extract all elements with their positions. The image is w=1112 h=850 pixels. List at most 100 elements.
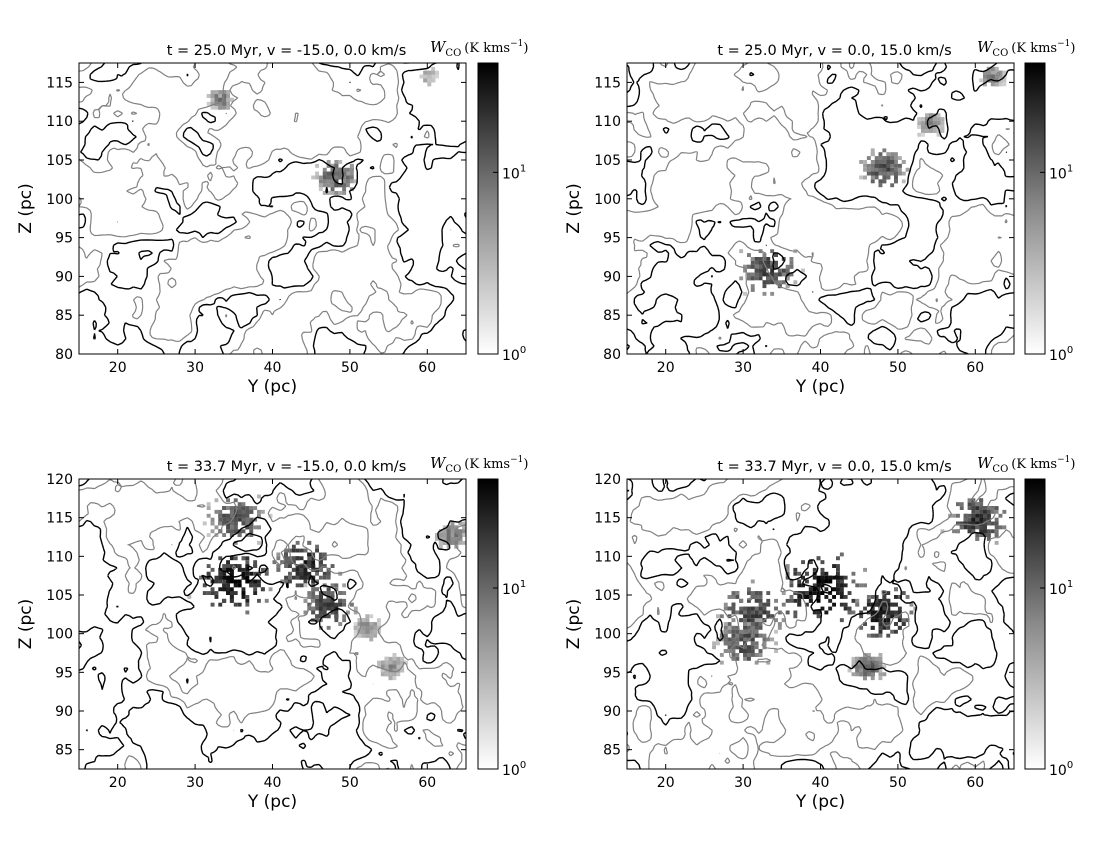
y-tick-label: 115 [46, 511, 73, 527]
emission-pixel [318, 595, 323, 599]
emission-pixel [438, 540, 443, 545]
emission-pixel [812, 567, 817, 572]
emission-pixel [874, 664, 879, 669]
emission-pixel [214, 90, 219, 95]
tick-base: 10 [1049, 166, 1067, 182]
cb-exponent: −1 [1057, 39, 1070, 49]
emission-pixel [979, 513, 984, 518]
contour-gray [627, 63, 1014, 354]
emission-pixel [315, 602, 319, 607]
emission-pixel [878, 629, 883, 634]
y-tick-label: 100 [46, 192, 73, 208]
emission-pixel [754, 660, 759, 665]
emission-pixel [229, 579, 234, 584]
emission-pixel [824, 575, 829, 580]
emission-pixel [855, 583, 860, 588]
emission-pixel [342, 183, 347, 188]
emission-pixel [462, 533, 466, 537]
emission-pixel [890, 602, 895, 607]
emission-pixel [743, 637, 747, 642]
emission-pixel [770, 260, 775, 265]
emission-pixel [392, 668, 397, 673]
emission-pixel [932, 117, 937, 122]
emission-pixel [750, 264, 755, 269]
emission-pixel [369, 625, 374, 630]
emission-pixel [994, 529, 999, 534]
emission-pixel [901, 618, 906, 623]
emission-pixel [998, 525, 1003, 530]
emission-pixel [253, 587, 258, 592]
emission-pixel [226, 105, 230, 110]
emission-pixel [921, 125, 925, 129]
emission-pixel [921, 132, 925, 137]
emission-pixel [843, 575, 848, 580]
emission-pixel [866, 633, 871, 638]
emission-pixel [458, 521, 463, 526]
emission-pixel [237, 579, 242, 584]
emission-pixel [777, 280, 782, 285]
emission-pixel [836, 567, 840, 572]
contours [627, 63, 1014, 354]
emission-pixel [295, 583, 300, 588]
emission-pixel [975, 517, 980, 522]
emission-pixel [342, 171, 347, 176]
emission-pixel [808, 598, 813, 603]
emission-pixel [226, 560, 230, 565]
emission-pixel [311, 595, 316, 599]
emission-pixel [843, 583, 848, 588]
emission-pixel [928, 117, 933, 122]
emission-pixel [816, 579, 821, 584]
emission-pixel [897, 595, 902, 599]
emission-pixel [303, 571, 308, 576]
y-tick-label: 105 [46, 588, 73, 604]
emission-pixel [237, 567, 242, 572]
y-tick-label: 105 [46, 153, 73, 169]
emission-pixel [762, 257, 767, 261]
emission-pixel [805, 602, 809, 607]
emission-pixel [847, 610, 852, 615]
emission-pixel [446, 540, 451, 545]
emission-pixel [222, 105, 227, 110]
emission-pixel [384, 656, 389, 661]
emission-pixel [747, 272, 751, 277]
colorbar-tick-label: 101 [502, 163, 526, 182]
emission-pixel [210, 97, 215, 102]
emission-pixel [894, 602, 898, 607]
emission-pixel [839, 591, 844, 595]
emission-pixel [975, 525, 980, 530]
emission-pixel [322, 602, 327, 607]
cb-exponent: −1 [510, 39, 523, 49]
emission-pixel [233, 517, 238, 522]
emission-pixel [878, 163, 883, 168]
emission-pixel [843, 595, 848, 599]
emission-pixel [396, 672, 401, 677]
emission-pixel [874, 656, 879, 661]
emission-pixel [990, 74, 995, 79]
emission-pixel [237, 509, 242, 514]
emission-pixel [979, 502, 984, 507]
emission-pixel [967, 502, 972, 507]
emission-pixel [257, 525, 261, 530]
emission-pixel [264, 598, 269, 603]
emission-pixel [750, 595, 755, 599]
emission-pixel [766, 591, 771, 595]
emission-pixel [392, 660, 397, 665]
emission-pixel [859, 656, 864, 661]
emission-pixel [808, 560, 813, 565]
emission-pixel [762, 284, 767, 289]
emission-pixel [210, 587, 215, 592]
emission-pixel [315, 163, 319, 168]
emission-pixel [315, 606, 319, 611]
emission-pixel [870, 618, 875, 623]
emission-pixel [747, 656, 751, 661]
emission-pixel [925, 125, 929, 129]
emission-pixel [859, 664, 864, 669]
emission-pixel [226, 506, 230, 510]
y-tick-label: 120 [46, 472, 73, 488]
emission-pixel [295, 575, 300, 580]
emission-pixel [322, 191, 327, 195]
emission-pixel [326, 191, 331, 195]
emission-pixel [874, 175, 879, 180]
emission-pixel [276, 564, 281, 568]
emission-pixel [330, 187, 335, 192]
